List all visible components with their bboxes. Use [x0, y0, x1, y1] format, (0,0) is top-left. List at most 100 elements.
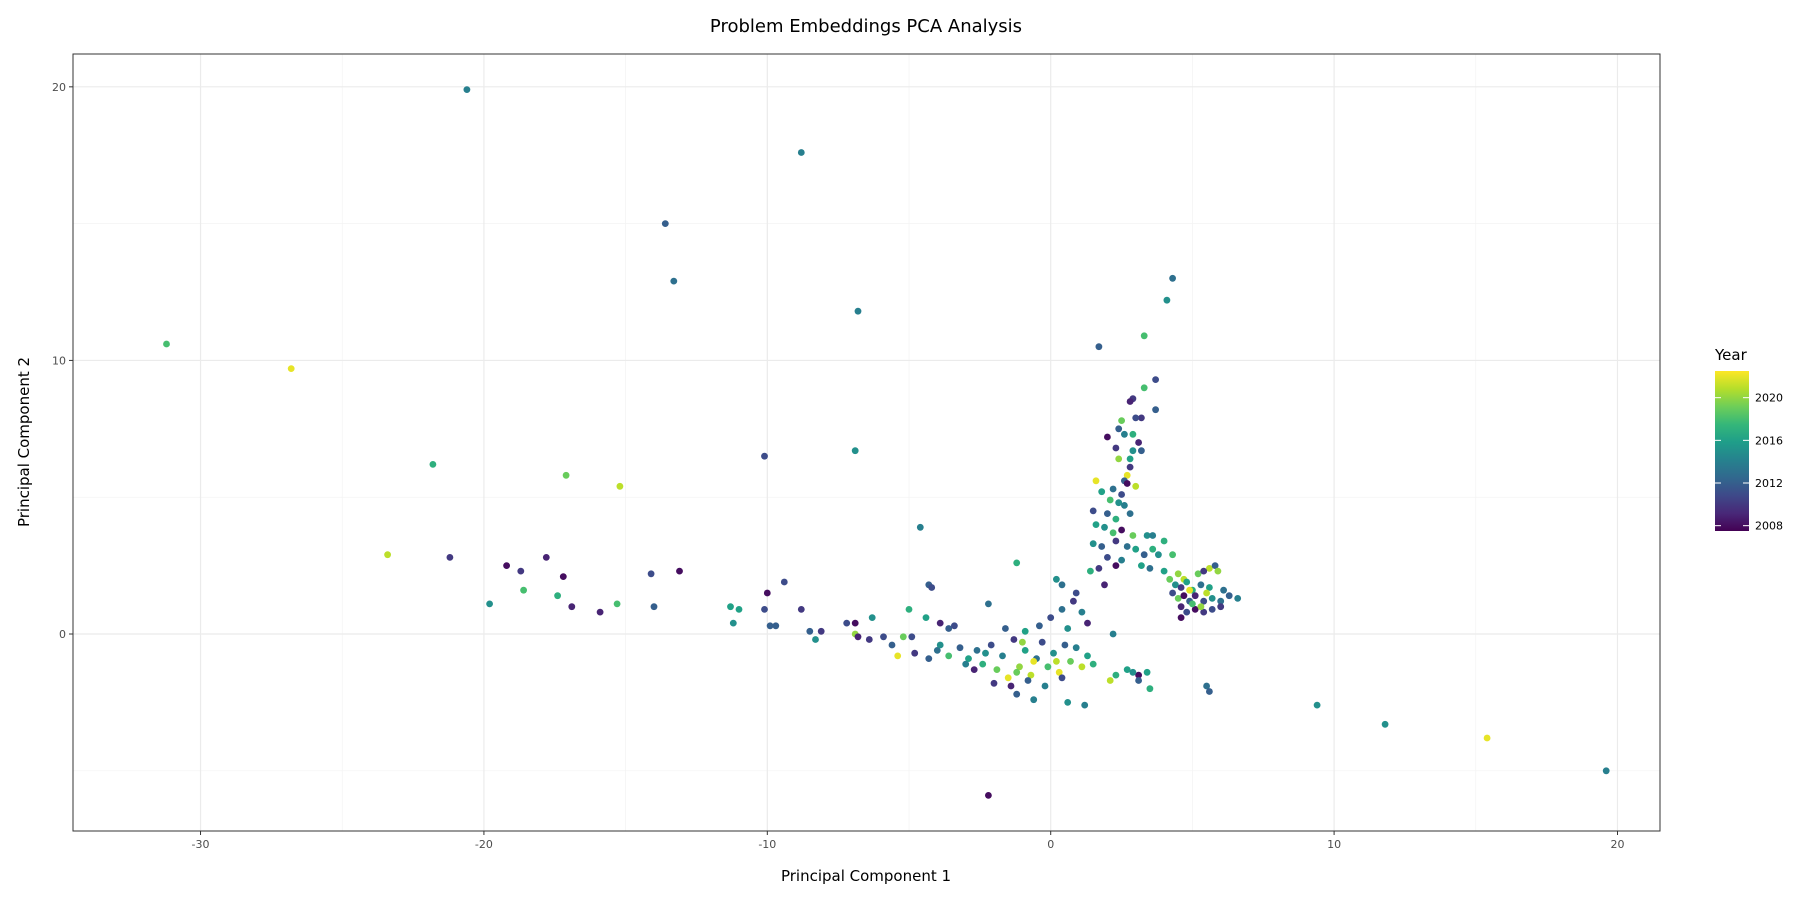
scatter-point [1092, 477, 1100, 485]
scatter-point [1121, 502, 1128, 509]
scatter-point [851, 447, 859, 455]
scatter-point [1189, 600, 1196, 608]
scatter-point [1004, 674, 1012, 682]
scatter-point [1070, 597, 1077, 605]
scatter-point [1121, 430, 1128, 438]
scatter-point [1483, 734, 1491, 742]
scatter-point [806, 627, 814, 635]
scatter-point [1143, 668, 1151, 676]
scatter-point [1104, 433, 1111, 441]
scatter-point [1169, 274, 1176, 282]
scatter-point [1160, 537, 1168, 545]
y-tick-label: 10 [52, 354, 66, 367]
scatter-point [1191, 592, 1199, 600]
data-points [163, 86, 1610, 799]
scatter-point [763, 589, 771, 597]
scatter-point [1163, 296, 1171, 304]
scatter-point [676, 567, 683, 575]
scatter-point [520, 586, 527, 594]
scatter-point [1169, 551, 1176, 559]
scatter-point [1123, 666, 1131, 673]
scatter-point [1058, 674, 1066, 682]
scatter-point [1129, 430, 1137, 438]
scatter-point [1084, 652, 1091, 660]
scatter-point [1123, 471, 1131, 479]
scatter-point [905, 606, 913, 613]
scatter-point [1208, 606, 1216, 613]
scatter-point [1155, 551, 1162, 559]
scatter-point [880, 633, 887, 641]
scatter-point [1038, 638, 1046, 646]
scatter-point [727, 603, 734, 611]
scatter-point [735, 606, 743, 613]
scatter-point [446, 554, 454, 561]
scatter-point [1112, 562, 1120, 569]
scatter-point [486, 600, 493, 608]
scatter-point [1087, 567, 1094, 575]
scatter-point [936, 619, 944, 627]
scatter-point [1138, 414, 1145, 422]
scatter-point [503, 562, 510, 569]
scatter-point [1109, 630, 1117, 638]
scatter-point [1098, 488, 1106, 496]
scatter-point [1177, 584, 1185, 591]
scatter-point [761, 452, 768, 460]
scatter-point [1106, 677, 1114, 684]
legend-colorbar [1715, 371, 1749, 531]
scatter-point [1217, 597, 1225, 605]
scatter-point [1143, 532, 1151, 539]
axis-ticks: -30 -20 -10 0 10 20 0 10 20 [52, 81, 1624, 851]
scatter-point [990, 679, 998, 687]
scatter-point [1115, 499, 1123, 507]
scatter-point [1203, 682, 1210, 690]
scatter-point [1007, 682, 1015, 690]
y-tick-label: 20 [52, 81, 66, 94]
x-tick-label: 10 [1327, 838, 1341, 851]
scatter-point [865, 636, 873, 643]
scatter-point [965, 655, 972, 662]
scatter-point [1129, 668, 1137, 676]
scatter-point [1208, 595, 1216, 602]
scatter-point [1123, 480, 1131, 487]
scatter-point [962, 660, 970, 668]
scatter-point [1152, 376, 1159, 383]
scatter-point [1036, 622, 1043, 630]
scatter-point [562, 471, 570, 479]
scatter-point [1381, 720, 1389, 728]
color-legend: Year 2020 2016 2012 2008 [1714, 346, 1783, 533]
scatter-point [1146, 565, 1154, 572]
scatter-point [911, 649, 919, 657]
legend-title: Year [1714, 346, 1748, 364]
scatter-point [979, 660, 987, 668]
scatter-point [1206, 584, 1213, 591]
scatter-point [1197, 581, 1205, 589]
scatter-point [1058, 606, 1066, 613]
scatter-point [987, 641, 995, 649]
scatter-point [1172, 581, 1179, 589]
scatter-point [812, 636, 819, 643]
scatter-point [1126, 398, 1134, 405]
scatter-point [1146, 685, 1154, 693]
scatter-point [1078, 608, 1086, 616]
scatter-point [1112, 671, 1120, 679]
scatter-point [982, 649, 989, 657]
scatter-point [1149, 545, 1157, 553]
scatter-point [1126, 510, 1134, 517]
scatter-point [1126, 463, 1134, 471]
scatter-point [542, 554, 550, 561]
scatter-point [1140, 332, 1148, 340]
legend-tick-label: 2016 [1755, 434, 1783, 447]
scatter-point [999, 652, 1006, 660]
x-tick-label: -20 [475, 838, 493, 851]
scatter-point [1135, 439, 1142, 446]
scatter-point [616, 482, 624, 490]
scatter-point [613, 600, 621, 608]
scatter-point [1055, 668, 1063, 676]
x-axis-title: Principal Component 1 [781, 867, 951, 885]
scatter-point [925, 655, 933, 662]
scatter-point [559, 573, 567, 580]
scatter-point [1129, 532, 1137, 539]
scatter-point [772, 622, 780, 630]
scatter-point [1030, 696, 1038, 704]
